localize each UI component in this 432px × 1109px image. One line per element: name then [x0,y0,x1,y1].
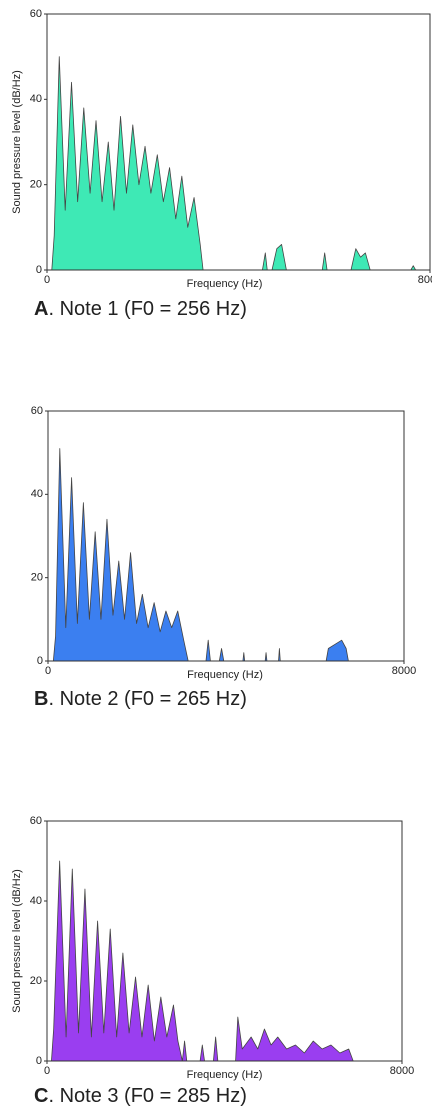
caption-text: . Note 3 (F0 = 285 Hz) [48,1085,246,1107]
caption-text: . Note 1 (F0 = 256 Hz) [48,298,246,320]
plot-frame [46,13,431,271]
y-axis-label: Sound pressure level (dB/Hz) [11,70,23,214]
spectrum-area [46,56,431,271]
caption-text: . Note 2 (F0 = 265 Hz) [48,688,246,710]
panel-label: B [34,688,48,710]
y-tick-label: 0 [37,655,43,667]
x-axis-label: Frequency (Hz) [187,1069,263,1081]
caption: A. Note 1 (F0 = 256 Hz) [34,298,247,320]
x-tick-label: 0 [44,274,50,286]
x-tick-label: 0 [45,665,51,677]
x-axis-label: Frequency (Hz) [187,669,263,681]
x-tick-label: 8000 [390,1065,414,1077]
x-tick-label: 0 [44,1065,50,1077]
y-tick-label: 40 [31,488,43,500]
y-tick-label: 20 [31,572,43,584]
y-tick-label: 0 [36,1055,42,1067]
y-tick-label: 40 [30,895,42,907]
y-tick-label: 20 [30,179,42,191]
caption: C. Note 3 (F0 = 285 Hz) [34,1085,247,1107]
plot-frame [46,820,403,1062]
y-tick-label: 60 [31,405,43,417]
y-tick-label: 20 [30,975,42,987]
y-tick-label: 0 [36,264,42,276]
x-axis-label: Frequency (Hz) [187,278,263,290]
spectrum-area [47,448,405,662]
caption: B. Note 2 (F0 = 265 Hz) [34,688,247,710]
y-tick-label: 40 [30,93,42,105]
spectrum-area [46,860,403,1062]
plot-frame [47,410,405,662]
y-tick-label: 60 [30,815,42,827]
x-tick-label: 8000 [392,665,416,677]
panel-label: A [34,298,48,320]
y-tick-label: 60 [30,8,42,20]
x-tick-label: 8000 [418,274,432,286]
panel-label: C [34,1085,48,1107]
y-axis-label: Sound pressure level (dB/Hz) [11,869,23,1013]
